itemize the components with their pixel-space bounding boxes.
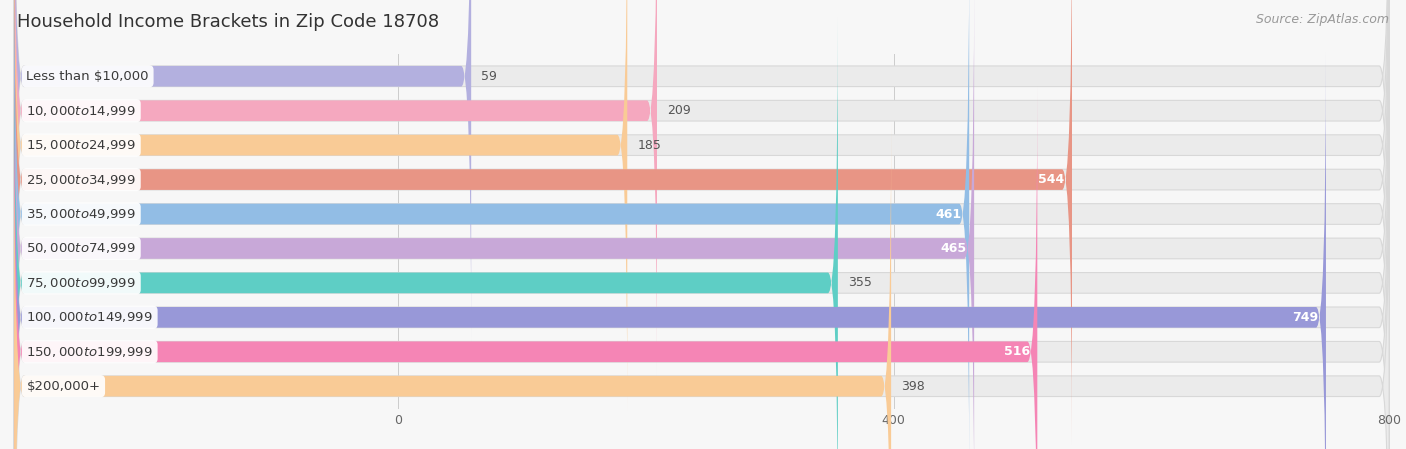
FancyBboxPatch shape xyxy=(14,0,471,341)
FancyBboxPatch shape xyxy=(14,18,1389,449)
Text: $10,000 to $14,999: $10,000 to $14,999 xyxy=(27,104,136,118)
FancyBboxPatch shape xyxy=(14,0,657,376)
FancyBboxPatch shape xyxy=(14,87,1038,449)
FancyBboxPatch shape xyxy=(14,52,1389,449)
Text: 465: 465 xyxy=(941,242,967,255)
Text: 209: 209 xyxy=(666,104,690,117)
Text: 185: 185 xyxy=(637,139,661,152)
FancyBboxPatch shape xyxy=(14,18,838,449)
Text: $75,000 to $99,999: $75,000 to $99,999 xyxy=(27,276,136,290)
FancyBboxPatch shape xyxy=(14,0,1389,445)
FancyBboxPatch shape xyxy=(14,0,969,449)
FancyBboxPatch shape xyxy=(14,121,891,449)
FancyBboxPatch shape xyxy=(14,0,974,449)
Text: $200,000+: $200,000+ xyxy=(27,380,100,393)
Text: 461: 461 xyxy=(935,207,962,220)
FancyBboxPatch shape xyxy=(14,0,1389,449)
Text: $150,000 to $199,999: $150,000 to $199,999 xyxy=(27,345,153,359)
Text: 355: 355 xyxy=(848,277,872,290)
FancyBboxPatch shape xyxy=(14,0,1071,445)
Text: Source: ZipAtlas.com: Source: ZipAtlas.com xyxy=(1256,13,1389,26)
Text: Household Income Brackets in Zip Code 18708: Household Income Brackets in Zip Code 18… xyxy=(17,13,439,31)
Text: $15,000 to $24,999: $15,000 to $24,999 xyxy=(27,138,136,152)
Text: 59: 59 xyxy=(481,70,496,83)
FancyBboxPatch shape xyxy=(14,52,1326,449)
FancyBboxPatch shape xyxy=(14,0,1389,376)
Text: Less than $10,000: Less than $10,000 xyxy=(27,70,149,83)
Text: $25,000 to $34,999: $25,000 to $34,999 xyxy=(27,172,136,187)
Text: $35,000 to $49,999: $35,000 to $49,999 xyxy=(27,207,136,221)
FancyBboxPatch shape xyxy=(14,0,1389,410)
FancyBboxPatch shape xyxy=(14,0,1389,341)
FancyBboxPatch shape xyxy=(14,0,1389,449)
FancyBboxPatch shape xyxy=(14,87,1389,449)
Text: 516: 516 xyxy=(1004,345,1029,358)
Text: $100,000 to $149,999: $100,000 to $149,999 xyxy=(27,310,153,324)
Text: 749: 749 xyxy=(1292,311,1319,324)
Text: 544: 544 xyxy=(1038,173,1064,186)
FancyBboxPatch shape xyxy=(14,121,1389,449)
Text: 398: 398 xyxy=(901,380,925,393)
Text: $50,000 to $74,999: $50,000 to $74,999 xyxy=(27,242,136,255)
FancyBboxPatch shape xyxy=(14,0,627,410)
